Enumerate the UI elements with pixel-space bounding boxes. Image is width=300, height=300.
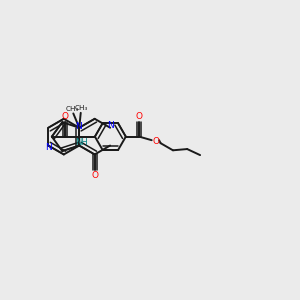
Text: CH₃: CH₃ xyxy=(74,105,88,111)
Text: O: O xyxy=(136,112,143,121)
Text: O: O xyxy=(62,112,69,121)
Text: O: O xyxy=(91,171,98,180)
Text: CH₃: CH₃ xyxy=(66,106,80,112)
Text: NH: NH xyxy=(75,138,88,147)
Text: N: N xyxy=(75,122,82,131)
Text: O: O xyxy=(153,137,160,146)
Text: N: N xyxy=(45,143,52,152)
Text: N: N xyxy=(107,121,113,130)
